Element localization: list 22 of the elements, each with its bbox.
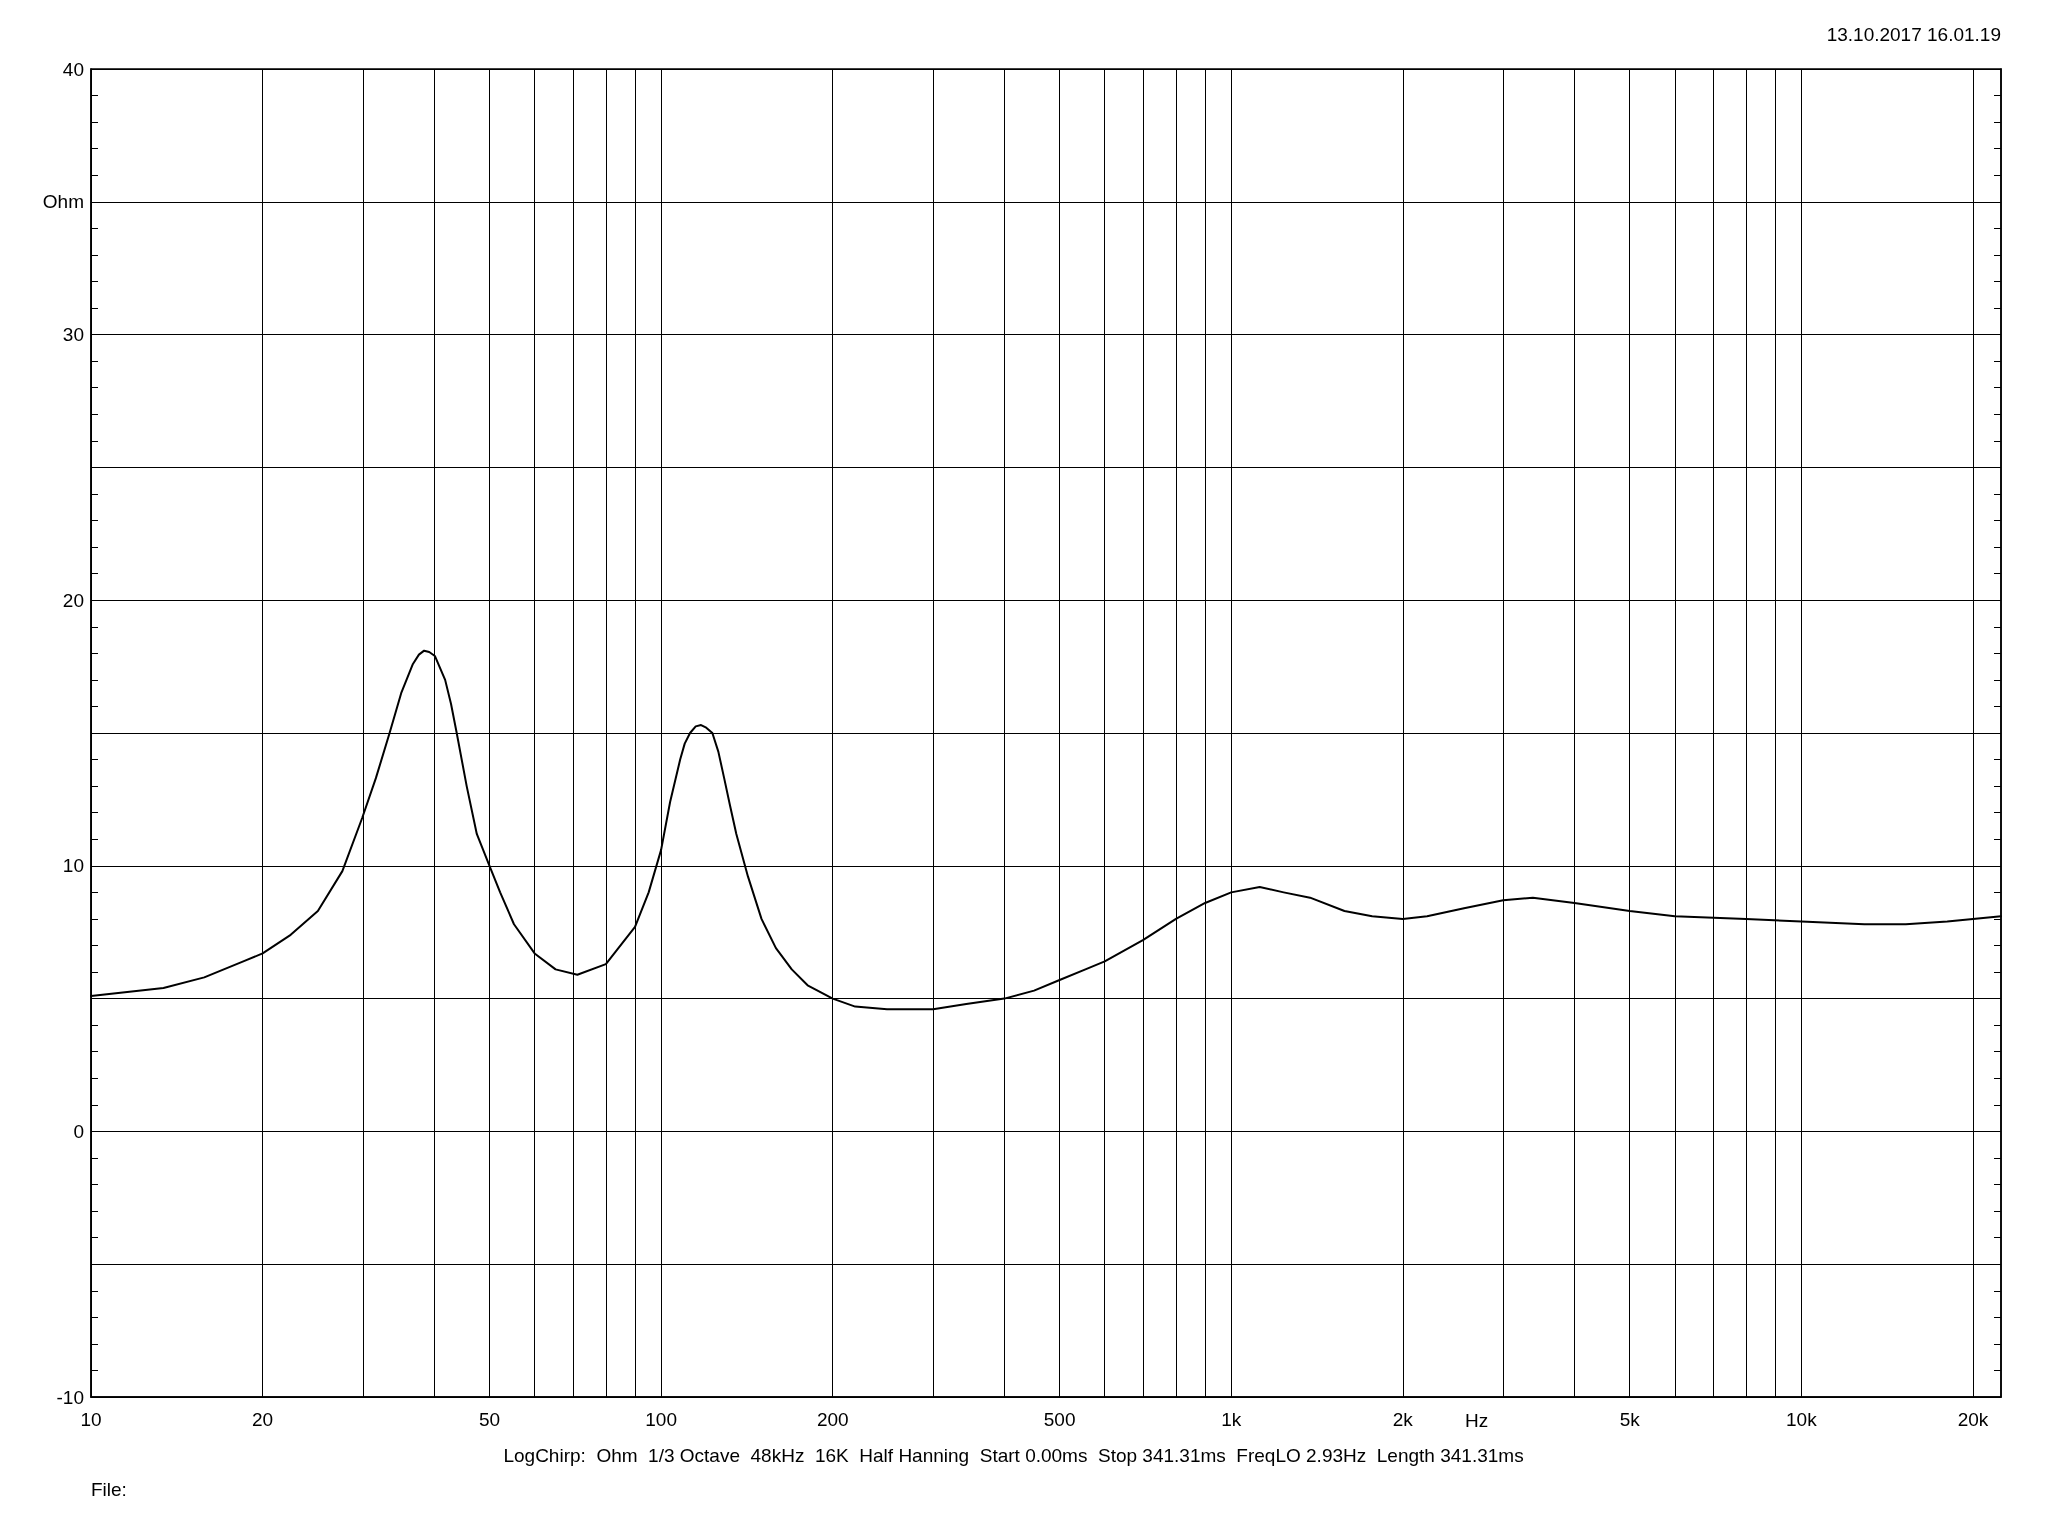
text: LogChirp: Ohm 1/3 Octave 48kHz 16K Half Hanning Start 0.00ms Stop 341.31ms FreqLO 2.93Hz Length 341.31ms [503, 1444, 1524, 1466]
y-tick-label: 40 [62, 58, 84, 80]
x-tick-label: 1k [1221, 1409, 1242, 1430]
y-tick-label: 10 [62, 855, 84, 877]
x-tick-label: 2k [1392, 1409, 1414, 1430]
x-tick-label: 10 [80, 1409, 102, 1430]
x-tick-label: 5k [1619, 1409, 1641, 1430]
text: File: [91, 1478, 127, 1500]
x-tick-label: 50 [478, 1409, 501, 1430]
x-tick-label: 20 [252, 1409, 274, 1430]
x-tick-label: 100 [645, 1409, 677, 1430]
y-tick-label: 0 [73, 1120, 84, 1142]
x-tick-label: 200 [816, 1409, 849, 1430]
y-axis-title: Ohm [42, 191, 84, 213]
x-tick-label: 500 [1043, 1409, 1076, 1430]
y-tick-label: 20 [62, 589, 84, 611]
x-tick-label: 10k [1786, 1409, 1818, 1430]
x-tick-label: 20k [1957, 1409, 1989, 1430]
text: 13.10.2017 16.01.19 [1826, 23, 2001, 45]
y-tick-label: 30 [62, 324, 84, 346]
x-axis-title: Hz [1465, 1409, 1489, 1431]
y-tick-label: -10 [56, 1386, 84, 1408]
